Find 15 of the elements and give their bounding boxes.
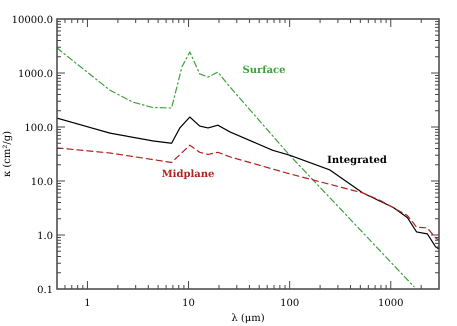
series-label: Integrated — [327, 155, 387, 166]
y-tick-label: 10.0 — [30, 177, 53, 188]
y-tick-label: 100.0 — [24, 123, 53, 134]
y-tick-label: 1000.0 — [18, 69, 53, 80]
y-tick-label: 1.0 — [37, 231, 53, 242]
x-tick-label: 100 — [280, 298, 300, 309]
y-tick-label: 10000.0 — [12, 15, 53, 26]
y-tick-label: 0.1 — [37, 285, 53, 296]
series-label: Surface — [242, 65, 286, 76]
series-label: Midplane — [162, 169, 214, 180]
y-axis-title: κ (cm²/g) — [2, 130, 13, 178]
x-tick-label: 1 — [84, 298, 91, 309]
x-tick-label: 1000 — [378, 298, 404, 309]
x-axis-title: λ (μm) — [231, 313, 265, 324]
x-tick-label: 10 — [182, 298, 195, 309]
